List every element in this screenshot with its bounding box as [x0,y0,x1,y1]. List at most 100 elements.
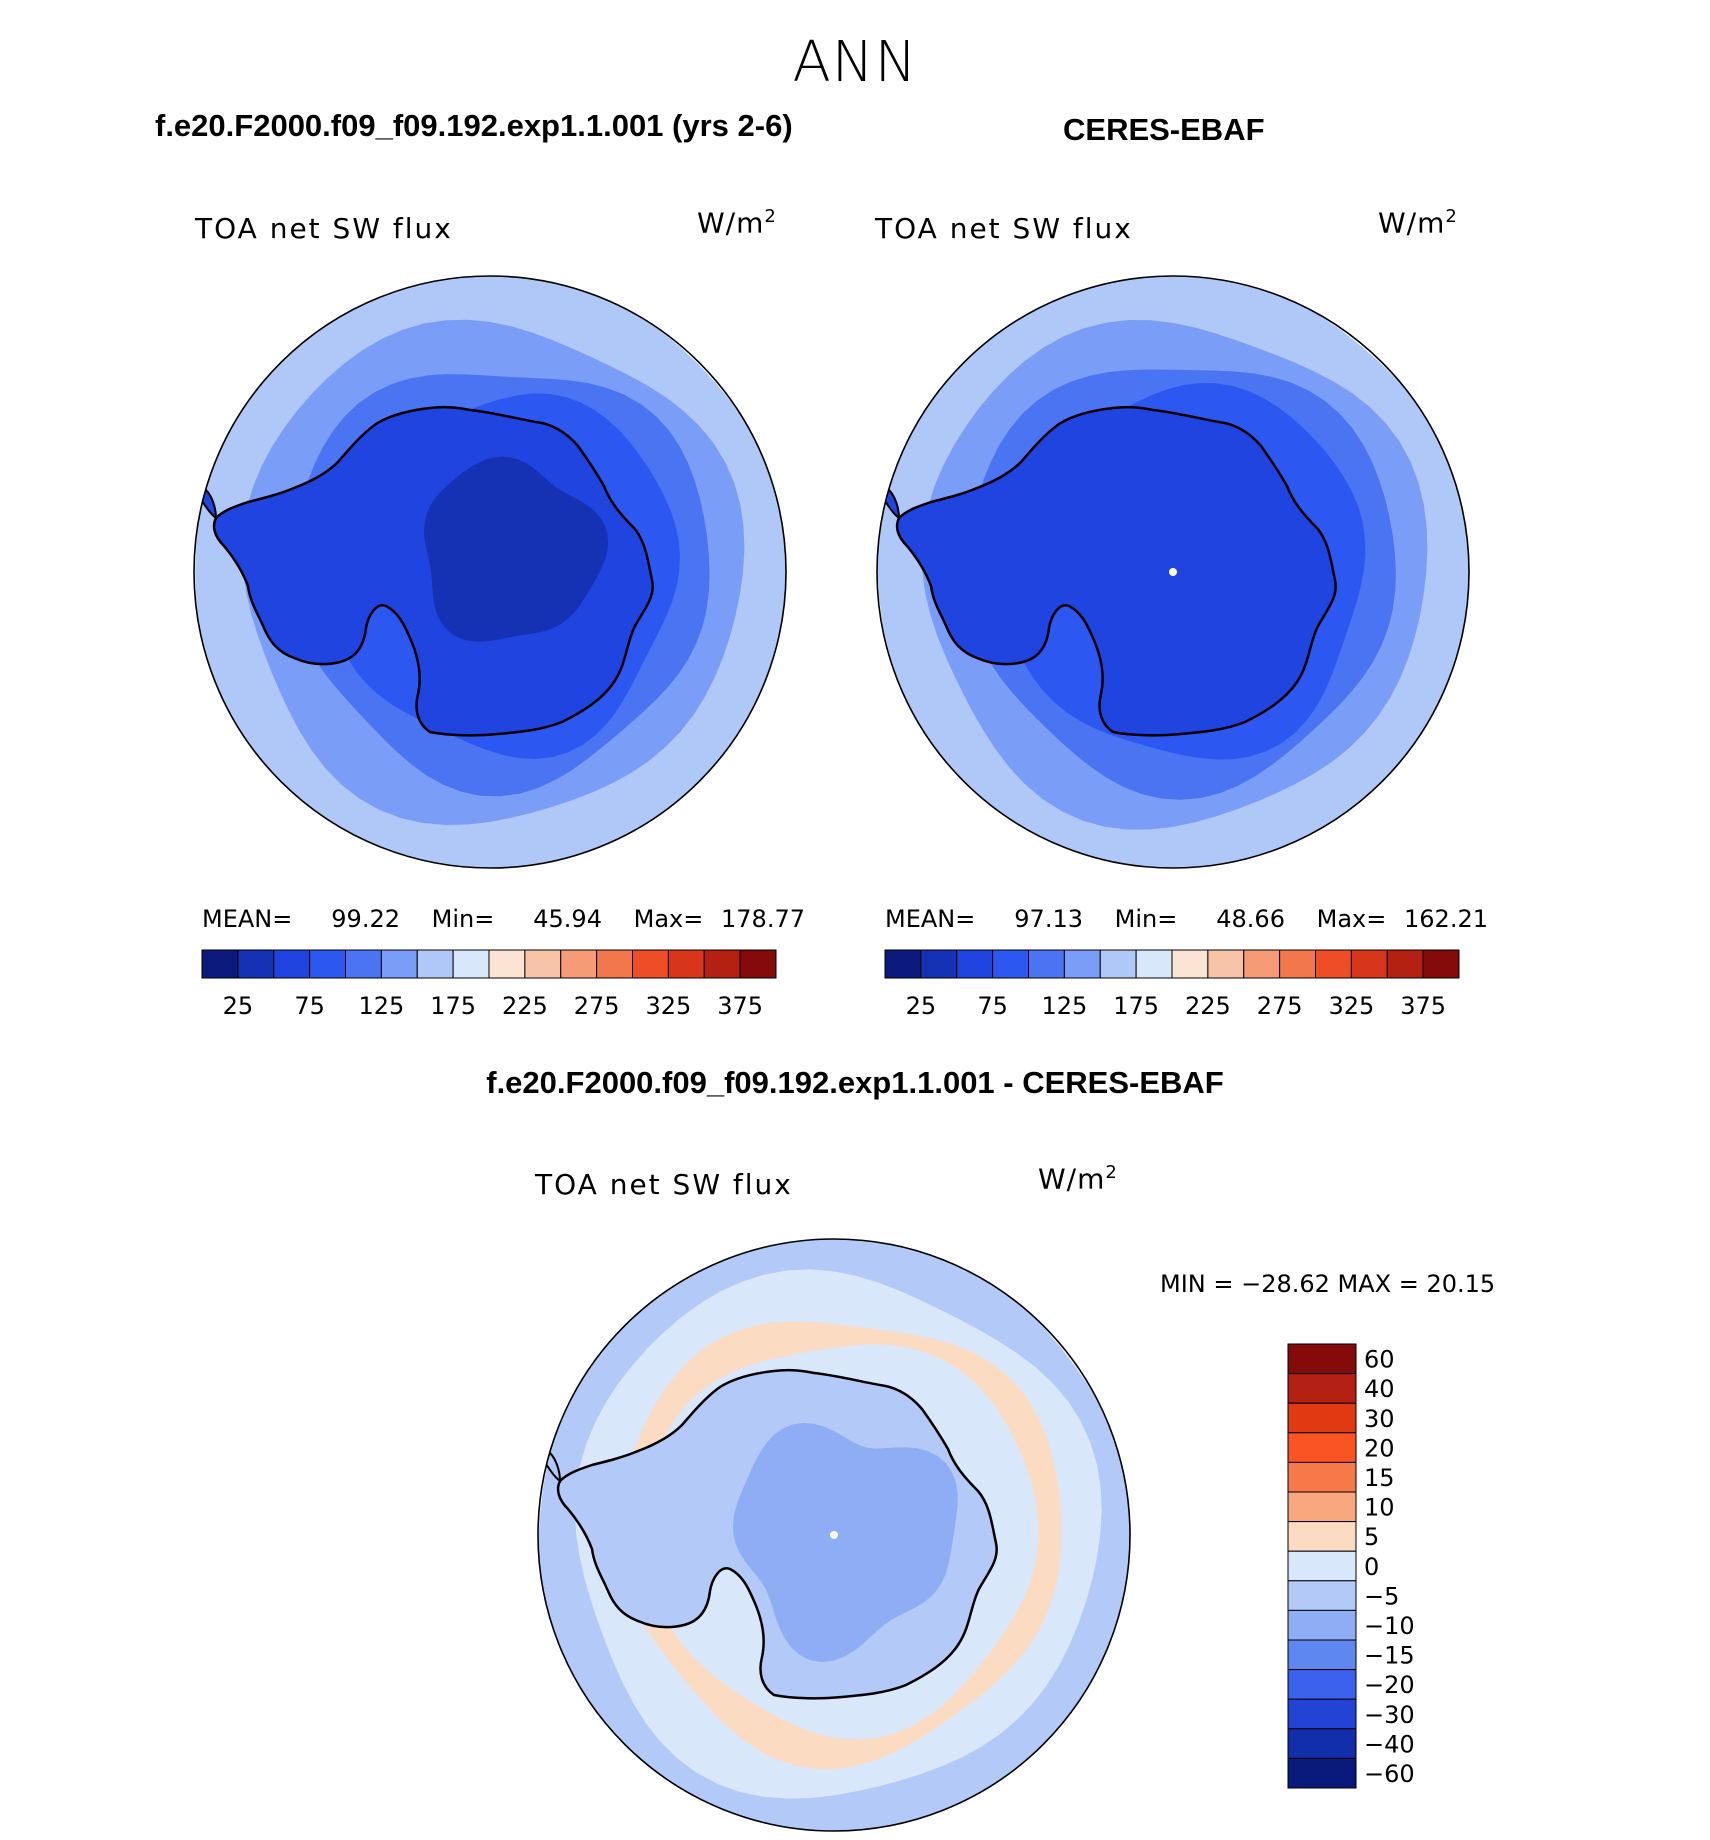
colorbar-swatch [596,949,633,979]
colorbar-tick-label: 175 [1113,992,1159,1020]
min-label: Min= [1114,905,1178,933]
panel-2-stats: MEAN= 97.13 Min= 48.66 Max= 162.21 [885,905,1488,933]
colorbar-tick-label: 40 [1364,1375,1395,1403]
colorbar-swatch [1287,1698,1357,1730]
colorbar-swatch [345,949,382,979]
colorbar-swatch [667,949,705,979]
colorbar-tick-label: 375 [717,992,763,1020]
colorbar-tick-label: 25 [223,992,254,1020]
colorbar-swatch [237,949,275,979]
colorbar-swatch [1028,949,1065,979]
map-panel-2 [877,276,1469,868]
colorbar-swatch [1350,949,1388,979]
peninsula-coastline [877,437,900,519]
colorbar-swatch [380,949,418,979]
mean-label: MEAN= [202,905,293,933]
colorbar-swatch [1207,949,1245,979]
min-value: 48.66 [1216,905,1285,933]
colorbar-tick-label: −30 [1364,1701,1415,1729]
colorbar-swatch [1287,1343,1357,1375]
panel-2-variable-label: TOA net SW flux [875,212,1133,245]
colorbar-swatch [1386,949,1424,979]
antarctica-group [538,1368,998,1700]
colorbar-swatch [201,949,239,979]
colorbar-swatch [416,949,454,979]
mean-value: 99.22 [331,905,400,933]
colorbar-tick-label: 275 [1257,992,1303,1020]
colorbar-swatch [1287,1609,1357,1641]
map-panel-1 [194,276,786,868]
colorbar-swatch [1243,949,1281,979]
min-value: 45.94 [533,905,602,933]
panel-1-stats: MEAN= 99.22 Min= 45.94 Max= 178.77 [202,905,805,933]
colorbar-tick-label: 25 [906,992,937,1020]
max-label: Max= [1316,905,1387,933]
colorbar-tick-label: 225 [1185,992,1231,1020]
max-value: 178.77 [721,905,805,933]
colorbar-tick-label: 125 [1041,992,1087,1020]
colorbar-tick-label: 20 [1364,1434,1395,1462]
panel-2-unit-label: W/m2 [1378,206,1458,240]
colorbar-tick-label: 0 [1364,1553,1379,1581]
colorbar-tick-label: −5 [1364,1582,1399,1610]
colorbar-swatch [739,949,777,979]
colorbar-swatch [1287,1550,1357,1582]
colorbar-swatch [1422,949,1460,979]
colorbar-tick-label: −40 [1364,1730,1415,1758]
colorbar-tick-label: 30 [1364,1405,1395,1433]
colorbar-tick-label: 375 [1400,992,1446,1020]
colorbar-swatch [1287,1491,1357,1523]
colorbar-tick-label: 325 [1328,992,1374,1020]
interior-contour [732,1422,958,1663]
max-label: Max= [633,905,704,933]
colorbar-tick-label: −15 [1364,1642,1415,1670]
colorbar-swatch [1171,949,1209,979]
colorbar-swatch [1287,1580,1357,1611]
colorbar-tick-label: 225 [502,992,548,1020]
colorbar-swatch [1135,949,1173,979]
colorbar-swatch [1287,1669,1357,1700]
antarctica-group [877,405,1337,737]
colorbar-tick-label: 125 [358,992,404,1020]
colorbar-swatch [1287,1521,1357,1552]
colorbar-swatch [1287,1639,1357,1671]
pole-marker [1169,568,1177,576]
colorbar-swatch [488,949,526,979]
colorbar-swatch [1287,1461,1357,1493]
colorbar-swatch [452,949,490,979]
colorbar-swatch [309,949,346,979]
panel-2-heading: CERES-EBAF [1063,112,1265,147]
colorbar-tick-label: 75 [294,992,325,1020]
peninsula-coastline [194,437,217,519]
colorbar-swatch [703,949,741,979]
colorbar-swatch [884,949,922,979]
colorbar-tick-label: 5 [1364,1523,1379,1551]
colorbar-tick-label: −20 [1364,1671,1415,1699]
colorbar-swatch [273,949,311,979]
colorbar-swatch [632,949,669,979]
panel-3-unit-label: W/m2 [1038,1162,1118,1196]
colorbar-swatch [992,949,1029,979]
antarctica-group [194,405,654,737]
panel-3-heading: f.e20.F2000.f09_f09.192.exp1.1.001 - CER… [486,1065,1224,1100]
panel-1-unit-label: W/m2 [697,206,777,240]
colorbar-swatch [1287,1728,1357,1759]
colorbar-tick-label: 175 [430,992,476,1020]
colorbar-swatch [1287,1402,1357,1434]
colorbar-swatch [1279,949,1316,979]
map-boundary [876,275,1470,869]
map-boundary [193,275,787,869]
colorbar-swatch [560,949,598,979]
colorbar-swatch [1099,949,1137,979]
page-title: ANN [792,30,918,95]
panel-3-stats: MIN = −28.62 MAX = 20.15 [1160,1270,1496,1298]
map-boundary [537,1238,1131,1832]
colorbar-swatch [1063,949,1101,979]
map-panel-3 [538,1239,1130,1831]
colorbar-tick-label: 75 [977,992,1008,1020]
colorbar-swatch [524,949,562,979]
colorbar-swatch [1287,1373,1357,1404]
colorbar-swatch [1315,949,1352,979]
colorbar-tick-label: 10 [1364,1494,1395,1522]
